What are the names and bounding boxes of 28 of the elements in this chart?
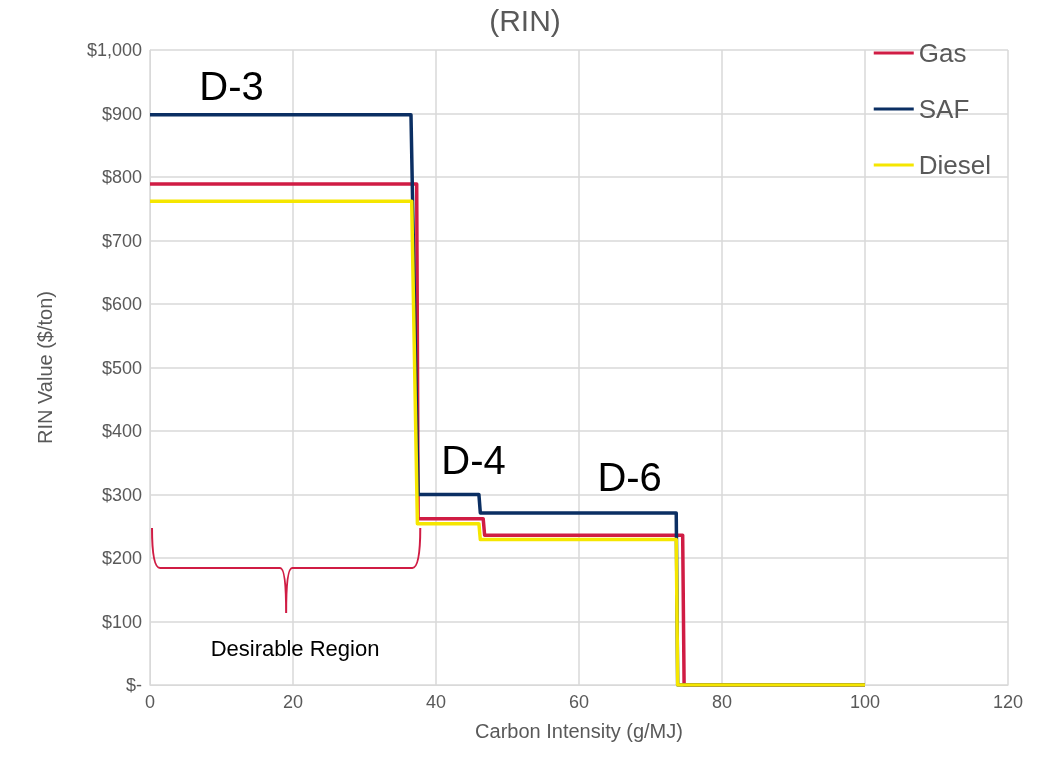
x-axis-title: Carbon Intensity (g/MJ) xyxy=(475,720,683,742)
y-tick-label: $300 xyxy=(101,484,142,505)
y-tick-label: $200 xyxy=(101,548,142,568)
y-tick-label: $100 xyxy=(101,611,142,632)
x-tick-label: 60 xyxy=(568,692,590,712)
y-axis-title: RIN Value ($/ton) xyxy=(34,290,56,445)
y-tick-label: $600 xyxy=(101,294,142,314)
y-tick-label: $900 xyxy=(101,103,142,124)
x-tick-label: 0 xyxy=(144,692,156,712)
annotation: D-6 xyxy=(597,454,662,499)
y-tick-label: $800 xyxy=(101,167,142,187)
legend-label: SAF xyxy=(918,94,970,124)
x-tick-label: 120 xyxy=(992,692,1024,712)
legend-label: Diesel xyxy=(918,150,991,180)
y-tick-label: $500 xyxy=(101,357,142,378)
x-tick-label: 80 xyxy=(711,692,733,712)
x-tick-label: 100 xyxy=(849,692,881,712)
annotation: D-3 xyxy=(199,64,264,109)
y-tick-label: $700 xyxy=(101,230,142,251)
y-tick-label: $400 xyxy=(101,421,142,441)
y-tick-label: $1,000 xyxy=(86,40,142,60)
legend-label: Gas xyxy=(918,38,967,68)
annotation: Desirable Region xyxy=(210,636,380,662)
chart-title: (RIN) xyxy=(489,3,561,37)
x-tick-label: 20 xyxy=(282,692,304,712)
annotation: D-4 xyxy=(441,438,506,483)
y-tick-label: $- xyxy=(125,675,142,695)
x-tick-label: 40 xyxy=(425,692,447,712)
